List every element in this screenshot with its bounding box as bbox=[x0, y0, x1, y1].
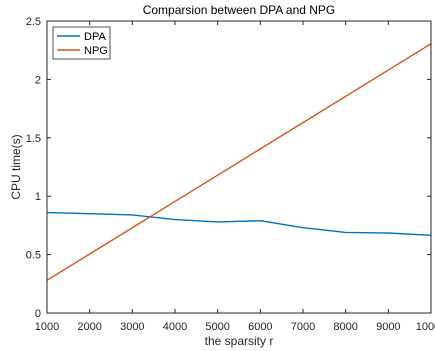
chart-title: Comparsion between DPA and NPG bbox=[143, 3, 336, 17]
x-tick-label: 5000 bbox=[205, 321, 229, 333]
legend-box bbox=[52, 26, 111, 60]
x-tick-label: 6000 bbox=[248, 321, 272, 333]
series-line-dpa bbox=[46, 211, 432, 237]
x-tick-label: 3000 bbox=[120, 321, 144, 333]
series-layer bbox=[46, 43, 432, 281]
legend: DPA NPG bbox=[52, 26, 111, 60]
y-tick-label: 1.5 bbox=[26, 133, 41, 145]
legend-label-dpa: DPA bbox=[84, 31, 106, 43]
plot-area bbox=[46, 20, 432, 314]
x-tick-label: 7000 bbox=[291, 321, 315, 333]
y-tick-label: 0 bbox=[35, 308, 41, 320]
x-tick-label: 2000 bbox=[77, 321, 101, 333]
x-tick-label: 1000 bbox=[35, 321, 59, 333]
plot-frame bbox=[46, 20, 432, 314]
y-tick-label: 2.5 bbox=[26, 16, 41, 28]
x-tick-label: 8000 bbox=[333, 321, 357, 333]
x-tick-label: 9000 bbox=[376, 321, 400, 333]
x-axis: 1000 2000 3000 4000 5000 6000 7000 8000 9000 1000… bbox=[35, 21, 435, 333]
x-axis-label: the sparsity r bbox=[205, 334, 274, 348]
y-tick-label: 2 bbox=[35, 74, 41, 86]
y-tick-label: 0.5 bbox=[26, 250, 41, 262]
y-axis-label: CPU time(s) bbox=[9, 134, 23, 199]
series-line-npg bbox=[46, 43, 432, 281]
legend-label-npg: NPG bbox=[84, 45, 108, 57]
y-axis: 0 0.5 1 1.5 2 2.5 bbox=[26, 16, 431, 320]
y-tick-label: 1 bbox=[35, 191, 41, 203]
x-tick-label: 4000 bbox=[163, 321, 187, 333]
